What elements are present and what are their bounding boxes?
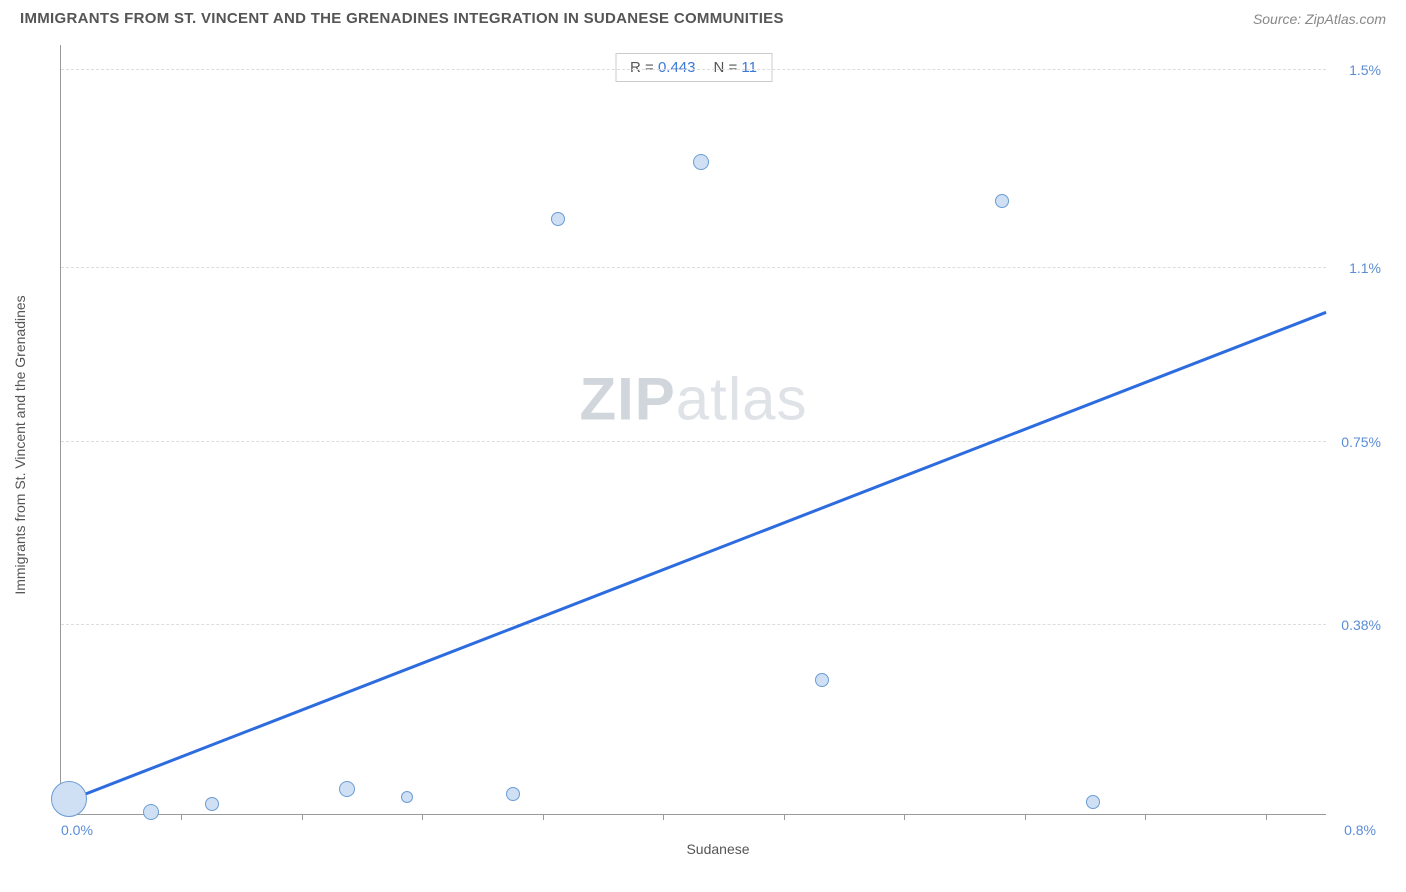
header: IMMIGRANTS FROM ST. VINCENT AND THE GREN… — [0, 0, 1406, 35]
y-axis-label: Immigrants from St. Vincent and the Gren… — [12, 295, 28, 594]
regression-line — [61, 310, 1327, 803]
y-tick-label: 0.75% — [1341, 434, 1381, 450]
gridline — [61, 441, 1326, 442]
data-point — [143, 804, 159, 820]
stat-r: R = 0.443 — [630, 59, 695, 76]
gridline — [61, 624, 1326, 625]
x-tick — [904, 814, 905, 820]
x-tick — [302, 814, 303, 820]
x-tick-label-max: 0.8% — [1344, 822, 1376, 838]
data-point — [815, 673, 829, 687]
y-tick-label: 0.38% — [1341, 617, 1381, 633]
chart-container: Immigrants from St. Vincent and the Gren… — [50, 35, 1386, 855]
x-tick — [663, 814, 664, 820]
data-point — [51, 781, 87, 817]
x-tick-label-min: 0.0% — [61, 822, 93, 838]
data-point — [401, 791, 413, 803]
x-tick — [543, 814, 544, 820]
x-axis-label: Sudanese — [686, 841, 749, 857]
data-point — [995, 194, 1009, 208]
x-tick — [1145, 814, 1146, 820]
page-title: IMMIGRANTS FROM ST. VINCENT AND THE GREN… — [20, 10, 784, 27]
x-tick — [181, 814, 182, 820]
x-tick — [1266, 814, 1267, 820]
data-point — [1086, 795, 1100, 809]
plot-area: R = 0.443 N = 11 ZIPatlas 0.38%0.75%1.1%… — [60, 45, 1326, 815]
y-tick-label: 1.5% — [1349, 62, 1381, 78]
y-tick-label: 1.1% — [1349, 260, 1381, 276]
gridline — [61, 267, 1326, 268]
data-point — [506, 787, 520, 801]
data-point — [551, 212, 565, 226]
data-point — [205, 797, 219, 811]
stats-box: R = 0.443 N = 11 — [615, 53, 772, 82]
watermark: ZIPatlas — [579, 364, 807, 433]
stat-n: N = 11 — [713, 59, 757, 76]
data-point — [693, 154, 709, 170]
source-label: Source: ZipAtlas.com — [1253, 11, 1386, 27]
data-point — [339, 781, 355, 797]
x-tick — [1025, 814, 1026, 820]
x-tick — [784, 814, 785, 820]
x-tick — [422, 814, 423, 820]
gridline — [61, 69, 1326, 70]
